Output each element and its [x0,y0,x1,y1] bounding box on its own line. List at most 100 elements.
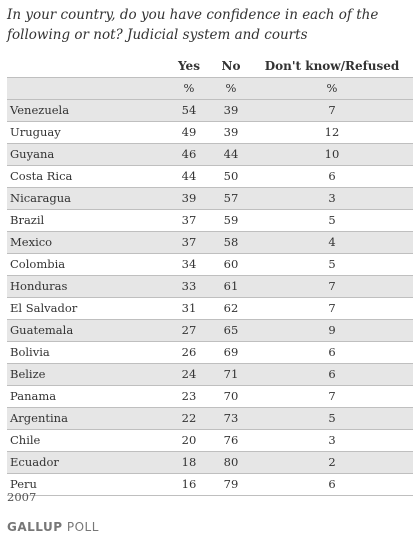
dk-cell: 6 [251,341,413,364]
table-row: Brazil 37 59 5 [7,209,413,232]
unit-dk: % [251,77,413,100]
country-cell: Panama [7,385,167,408]
header-dk: Don't know/Refused [264,59,400,73]
no-cell: 79 [211,473,251,496]
country-cell: Mexico [7,231,167,254]
dk-cell: 3 [251,429,413,452]
dk-cell: 7 [251,99,413,122]
table-row: Uruguay 49 39 12 [7,121,413,144]
dk-cell: 5 [251,209,413,232]
no-cell: 76 [211,429,251,452]
no-cell: 50 [211,165,251,188]
yes-cell: 24 [167,363,211,386]
no-cell: 65 [211,319,251,342]
header-row: Yes No Don't know/Refused [7,56,413,78]
table-row: Colombia 34 60 5 [7,253,413,276]
survey-year: 2007 [7,490,37,504]
country-cell: Ecuador [7,451,167,474]
dk-cell: 7 [251,275,413,298]
unit-row: % % % [7,77,413,100]
yes-cell: 34 [167,253,211,276]
country-cell: Nicaragua [7,187,167,210]
country-cell: Uruguay [7,121,167,144]
table-row: Costa Rica 44 50 6 [7,165,413,188]
no-cell: 39 [211,99,251,122]
header-no: No [221,59,241,73]
header-country [7,56,167,78]
yes-cell: 18 [167,451,211,474]
yes-cell: 46 [167,143,211,166]
page-title: In your country, do you have confidence … [7,7,379,43]
no-cell: 61 [211,275,251,298]
dk-cell: 9 [251,319,413,342]
yes-cell: 49 [167,121,211,144]
no-cell: 73 [211,407,251,430]
dk-cell: 10 [251,143,413,166]
yes-cell: 37 [167,209,211,232]
dk-cell: 7 [251,385,413,408]
country-cell: Guyana [7,143,167,166]
yes-cell: 27 [167,319,211,342]
dk-cell: 3 [251,187,413,210]
dk-cell: 2 [251,451,413,474]
yes-cell: 44 [167,165,211,188]
country-cell: Honduras [7,275,167,298]
yes-cell: 22 [167,407,211,430]
table-row: Guyana 46 44 10 [7,143,413,166]
yes-cell: 37 [167,231,211,254]
no-cell: 80 [211,451,251,474]
no-cell: 69 [211,341,251,364]
table-row: Chile 20 76 3 [7,429,413,452]
table-row: Guatemala 27 65 9 [7,319,413,342]
table-row: Belize 24 71 6 [7,363,413,386]
no-cell: 44 [211,143,251,166]
yes-cell: 23 [167,385,211,408]
country-cell: Costa Rica [7,165,167,188]
no-cell: 62 [211,297,251,320]
table-row: El Salvador 31 62 7 [7,297,413,320]
dk-cell: 6 [251,165,413,188]
yes-cell: 26 [167,341,211,364]
yes-cell: 33 [167,275,211,298]
no-cell: 39 [211,121,251,144]
table-row: Nicaragua 39 57 3 [7,187,413,210]
country-cell: El Salvador [7,297,167,320]
no-cell: 59 [211,209,251,232]
table-row: Venezuela 54 39 7 [7,99,413,122]
unit-country [7,77,167,100]
yes-cell: 31 [167,297,211,320]
country-cell: Guatemala [7,319,167,342]
table-row: Argentina 22 73 5 [7,407,413,430]
unit-no: % [211,77,251,100]
country-cell: Peru [7,473,167,496]
unit-yes: % [167,77,211,100]
table-row: Honduras 33 61 7 [7,275,413,298]
dk-cell: 6 [251,473,413,496]
table-row: Peru 16 79 6 [7,473,413,496]
header-yes: Yes [178,59,200,73]
country-cell: Chile [7,429,167,452]
dk-cell: 6 [251,363,413,386]
table-row: Mexico 37 58 4 [7,231,413,254]
yes-cell: 54 [167,99,211,122]
brand-gallup: GALLUP [7,520,63,534]
results-table: Yes No Don't know/Refused % % % Venezuel… [7,56,413,496]
no-cell: 58 [211,231,251,254]
brand-poll: POLL [66,520,99,534]
table-row: Panama 23 70 7 [7,385,413,408]
country-cell: Colombia [7,253,167,276]
gallup-poll-logo: GALLUP POLL [7,520,99,534]
dk-cell: 5 [251,253,413,276]
table-row: Ecuador 18 80 2 [7,451,413,474]
no-cell: 71 [211,363,251,386]
dk-cell: 5 [251,407,413,430]
country-cell: Argentina [7,407,167,430]
no-cell: 60 [211,253,251,276]
table-row: Bolivia 26 69 6 [7,341,413,364]
no-cell: 70 [211,385,251,408]
country-cell: Belize [7,363,167,386]
country-cell: Venezuela [7,99,167,122]
country-cell: Brazil [7,209,167,232]
yes-cell: 20 [167,429,211,452]
dk-cell: 12 [251,121,413,144]
